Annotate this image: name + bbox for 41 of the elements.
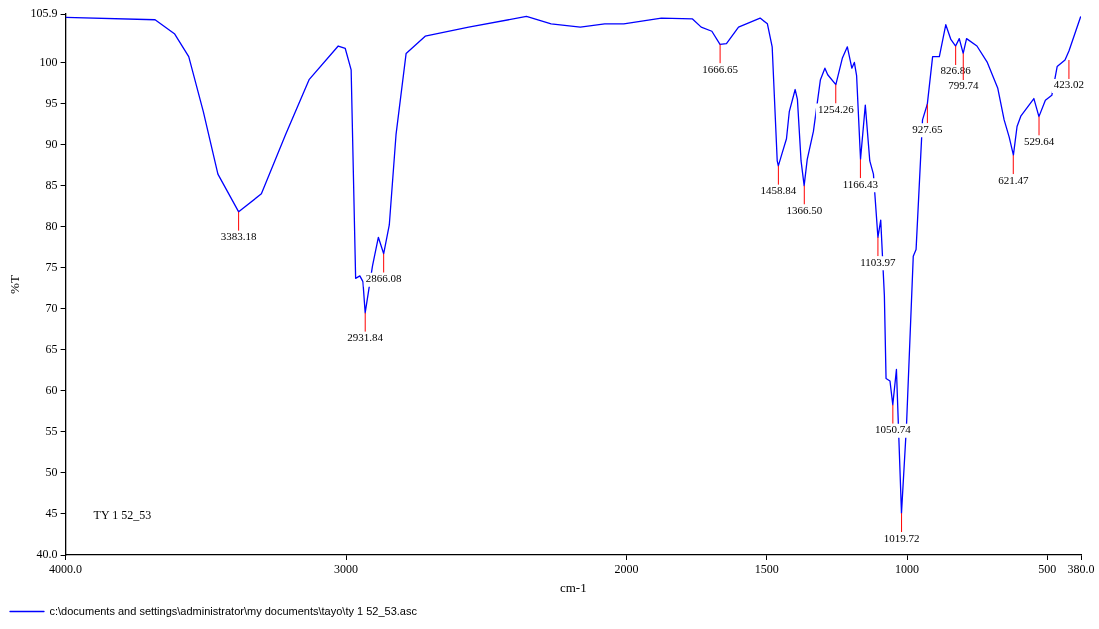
annotation: 1050.74 [874, 423, 912, 436]
annotation: 799.74 [948, 79, 979, 92]
y-tick-label: 65 [45, 341, 58, 356]
y-tick-label: 90 [45, 136, 58, 151]
x-tick-label: 3000 [334, 562, 359, 577]
y-tick-label: 100 [39, 54, 58, 69]
annotation: TY 1 52_53 [93, 508, 152, 523]
annotation: 927.65 [912, 122, 944, 135]
y-tick-label: 85 [45, 177, 58, 192]
y-tick-label: 95 [45, 95, 58, 110]
y-tick-label: 70 [45, 300, 58, 315]
y-tick-label: 75 [45, 259, 58, 274]
y-tick-label: 105.9 [30, 6, 58, 21]
annotation: 529.64 [1023, 135, 1055, 148]
x-axis-title: cm-1 [559, 579, 587, 595]
y-tick-label: 80 [45, 218, 58, 233]
annotation: 621.47 [998, 173, 1029, 186]
y-tick-label: 45 [45, 506, 58, 521]
annotation: 1254.26 [817, 102, 855, 115]
annotation: 423.02 [1053, 78, 1085, 91]
y-tick-label: 40.0 [36, 547, 58, 562]
annotation: 1103.97 [860, 255, 897, 268]
x-tick-label: 380.0 [1067, 562, 1095, 577]
annotation: 1366.50 [786, 203, 823, 216]
annotation: 1458.84 [760, 184, 797, 197]
annotation: 2931.84 [347, 331, 384, 344]
annotation: 1019.72 [883, 531, 920, 544]
y-tick-label: 55 [45, 424, 58, 439]
y-tick-label: 60 [45, 382, 58, 397]
x-tick-label: 500 [1038, 562, 1057, 577]
legend-label: c:\documents and settings\administrator\my documents\tayo\ty 1 52_53.asc [49, 604, 418, 617]
annotation: 1166.43 [842, 177, 879, 190]
x-tick-label: 2000 [614, 562, 639, 577]
annotation: 2866.08 [365, 272, 403, 285]
x-tick-label: 1000 [895, 562, 920, 577]
annotation: 3383.18 [220, 230, 257, 243]
annotation: 1666.65 [702, 62, 739, 75]
y-axis-title: %T [7, 275, 23, 294]
y-tick-label: 50 [45, 465, 58, 480]
x-tick-label: 1500 [754, 562, 779, 577]
x-tick-label: 4000.0 [49, 562, 83, 577]
